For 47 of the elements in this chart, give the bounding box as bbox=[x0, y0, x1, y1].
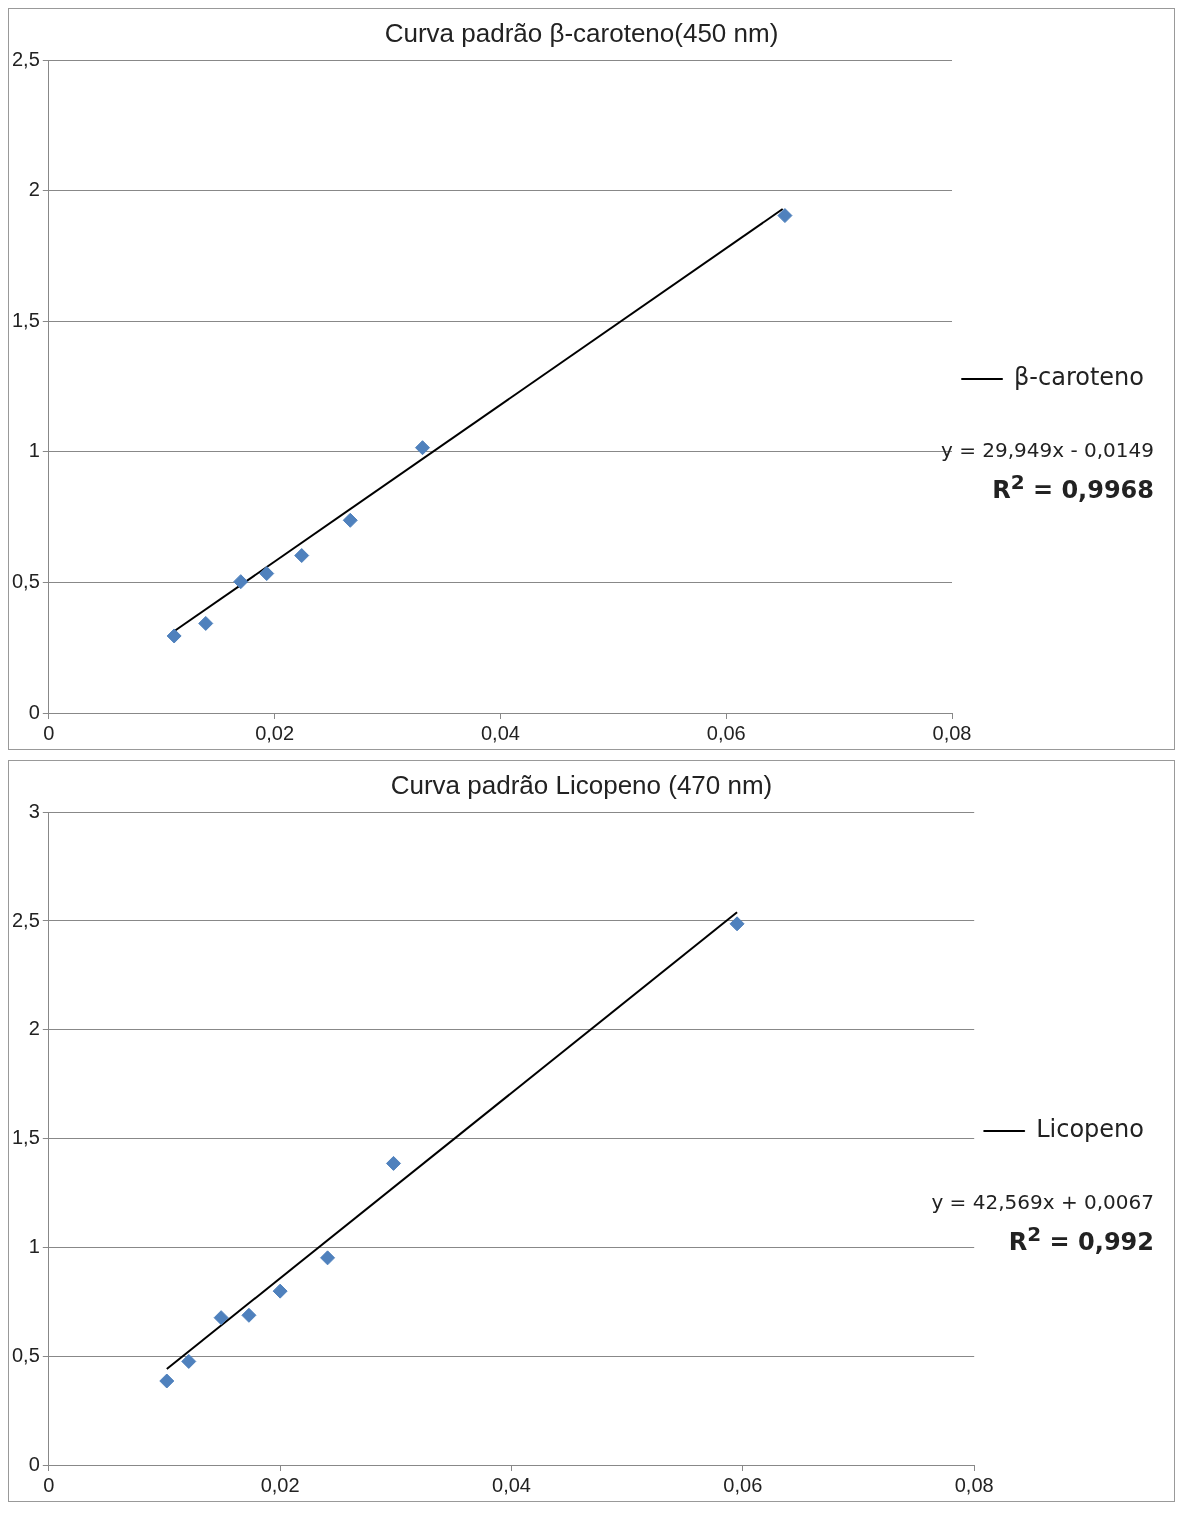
point bbox=[259, 566, 275, 582]
point bbox=[320, 1250, 336, 1266]
y-tick-label: 0 bbox=[28, 1452, 40, 1475]
y-tick-label: 0,5 bbox=[11, 569, 40, 592]
y-tick-label: 1,5 bbox=[11, 308, 40, 331]
point bbox=[386, 1155, 402, 1171]
chart-title: Curva padrão β-caroteno(450 nm) bbox=[384, 17, 779, 48]
text: R$^{2}$ = 0,9968 bbox=[991, 470, 1154, 505]
point bbox=[198, 615, 214, 631]
point bbox=[213, 1310, 229, 1326]
x-tick-label: 0 bbox=[43, 1473, 55, 1496]
y-tick-label: 2 bbox=[28, 178, 40, 201]
x-tick-label: 0,04 bbox=[492, 1473, 531, 1496]
x-tick-label: 0,02 bbox=[255, 721, 295, 744]
y-tick-label: 0,5 bbox=[11, 1343, 40, 1366]
point bbox=[272, 1283, 288, 1299]
y-tick-label: 1,5 bbox=[11, 1126, 40, 1149]
legend-label: Licopeno bbox=[1036, 1115, 1144, 1144]
x-tick-label: 0 bbox=[43, 721, 55, 744]
point bbox=[241, 1307, 257, 1323]
point bbox=[729, 916, 745, 932]
x-tick-label: 0,06 bbox=[723, 1473, 763, 1496]
point bbox=[159, 1373, 175, 1389]
point bbox=[233, 574, 249, 590]
point bbox=[342, 512, 358, 528]
x-tick-label: 0,08 bbox=[932, 721, 972, 744]
legend-label: β-caroteno bbox=[1014, 363, 1145, 392]
chart-title: Curva padrão Licopeno (470 nm) bbox=[390, 769, 773, 800]
y-tick-label: 2,5 bbox=[11, 47, 40, 70]
x-tick-label: 0,08 bbox=[954, 1473, 994, 1496]
y-tick-label: 2,5 bbox=[11, 908, 40, 931]
y-tick-label: 3 bbox=[28, 799, 40, 822]
y-tick-label: 2 bbox=[28, 1017, 40, 1040]
annotation: y = 29,949x - 0,0149 bbox=[940, 438, 1154, 463]
y-tick-label: 1 bbox=[28, 439, 40, 462]
point bbox=[294, 548, 310, 564]
text: R$^{2}$ = 0,992 bbox=[1007, 1222, 1154, 1257]
x-tick-label: 0,06 bbox=[706, 721, 746, 744]
point bbox=[166, 628, 182, 644]
point bbox=[181, 1353, 197, 1369]
point bbox=[777, 208, 793, 224]
x-tick-label: 0,02 bbox=[260, 1473, 300, 1496]
y-tick-label: 1 bbox=[28, 1234, 40, 1257]
annotation: y = 42,569x + 0,0067 bbox=[931, 1190, 1154, 1215]
point bbox=[415, 440, 431, 456]
x-tick-label: 0,04 bbox=[480, 721, 520, 744]
y-tick-label: 0 bbox=[28, 700, 40, 723]
